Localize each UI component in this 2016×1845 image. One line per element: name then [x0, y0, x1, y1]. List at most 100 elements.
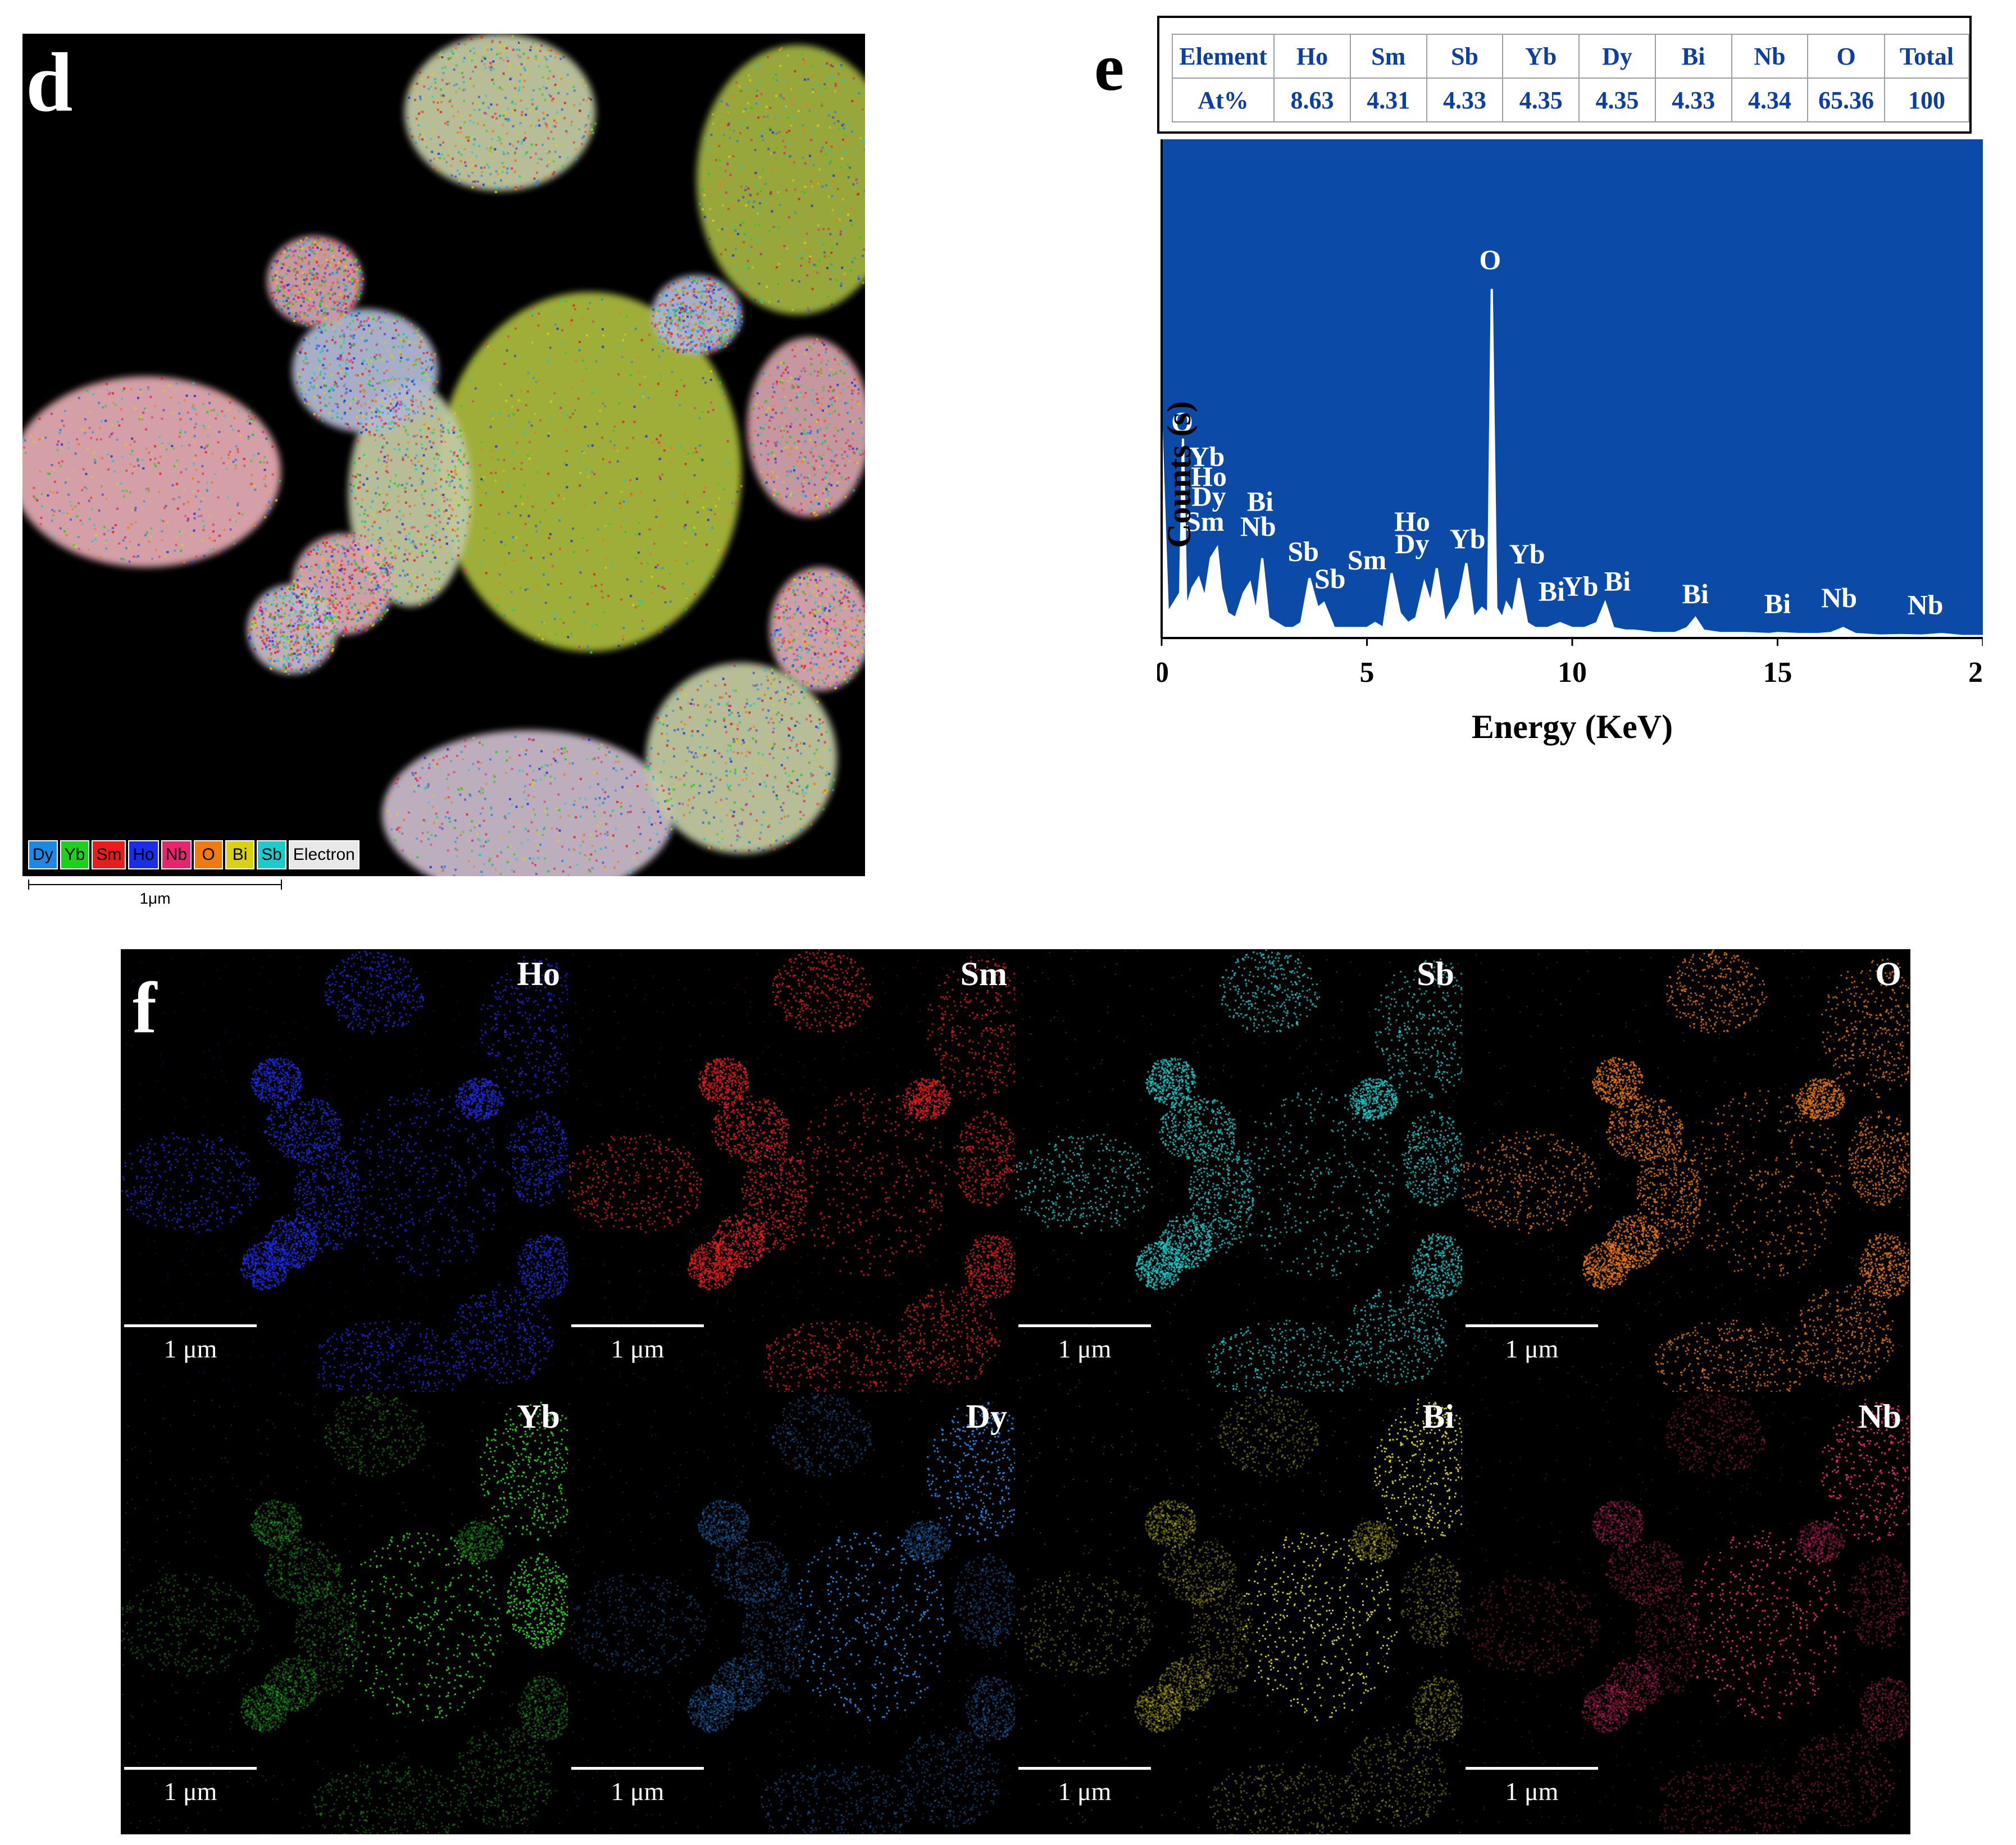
peak-label-bi: Bi	[1764, 588, 1791, 619]
peak-label-yb: Yb	[1509, 538, 1545, 570]
table-header-ho: Ho	[1273, 34, 1351, 79]
scale-bar-d: 1μm	[28, 880, 282, 913]
table-header-sb: Sb	[1426, 34, 1504, 79]
map-scale-bar: 1 μm	[1018, 1324, 1151, 1364]
map-element-label: Ho	[517, 955, 560, 994]
table-cell-element: At%	[1171, 78, 1275, 122]
element-map-yb: Yb 1 μm	[121, 1392, 568, 1834]
table-value-row: At% 8.63 4.31 4.33 4.35 4.35 4.33 4.34 65.36 100	[1171, 78, 1970, 122]
peak-label-sb: Sb	[1314, 563, 1346, 594]
legend-item-yb: Yb	[60, 840, 90, 869]
legend-item-electron: Electron	[288, 840, 359, 869]
map-scale-bar: 1 μm	[1466, 1767, 1598, 1806]
table-header-row: Element Ho Sm Sb Yb Dy Bi Nb O Total	[1171, 34, 1970, 79]
map-element-label: Sm	[961, 955, 1007, 994]
table-cell-o: 65.36	[1807, 78, 1885, 122]
table-header-element: Element	[1171, 34, 1275, 79]
peak-label-yb: Yb	[1563, 571, 1599, 602]
peak-label-dy: Dy	[1192, 481, 1226, 512]
x-tick-label: 5	[1360, 657, 1375, 689]
table-cell-bi: 4.33	[1654, 78, 1732, 122]
table-cell-dy: 4.35	[1578, 78, 1656, 122]
table-cell-sb: 4.33	[1426, 78, 1504, 122]
element-map-sm: Sm 1 μm	[568, 949, 1015, 1392]
spectrum-plot-area	[1162, 139, 1983, 638]
element-map-o: O 1 μm	[1462, 949, 1909, 1392]
x-tick-label: 0	[1157, 657, 1169, 689]
element-map-ho: Ho 1 μm	[121, 949, 568, 1392]
eds-spectrum-chart: 05101520Energy (KeV)OYbHoDySmBiNbSbSbSmH…	[1157, 139, 1983, 745]
panel-letter-f: f	[133, 972, 157, 1045]
table-cell-ho: 8.63	[1273, 78, 1351, 122]
map-element-label: Sb	[1417, 955, 1454, 994]
map-scale-label: 1 μm	[1018, 1334, 1151, 1364]
map-element-label: Yb	[517, 1397, 560, 1436]
table-header-o: O	[1807, 34, 1885, 79]
map-scale-label: 1 μm	[1466, 1776, 1598, 1806]
element-map-sb: Sb 1 μm	[1015, 949, 1462, 1392]
spectrum-line	[1161, 289, 1983, 639]
map-element-label: O	[1875, 955, 1901, 994]
table-header-bi: Bi	[1654, 34, 1732, 79]
map-scale-label: 1 μm	[571, 1334, 704, 1364]
peak-label-nb: Nb	[1821, 582, 1857, 613]
legend-item-nb: Nb	[161, 840, 192, 869]
element-legend: Dy Yb Sm Ho Nb O Bi Sb Electron	[28, 840, 359, 872]
composition-table-box: Element Ho Sm Sb Yb Dy Bi Nb O Total At% 8.63 4.31 4…	[1157, 16, 1972, 134]
table-cell-sm: 4.31	[1349, 78, 1427, 122]
panel-letter-d: d	[26, 40, 72, 125]
overlay-particles	[22, 34, 865, 876]
table-header-yb: Yb	[1502, 34, 1580, 79]
peak-label-o: O	[1479, 244, 1501, 275]
map-scale-bar: 1 μm	[1466, 1324, 1598, 1364]
map-scale-label: 1 μm	[124, 1776, 257, 1806]
x-axis-label: Energy (KeV)	[1472, 708, 1673, 745]
peak-label-ho: Ho	[1191, 461, 1227, 492]
map-scale-label: 1 μm	[1466, 1334, 1598, 1364]
table-header-nb: Nb	[1731, 34, 1809, 79]
table-header-total: Total	[1883, 34, 1970, 79]
panel-letter-e: e	[1094, 34, 1124, 101]
peak-label-o: O	[1171, 406, 1193, 437]
map-scale-label: 1 μm	[571, 1776, 704, 1806]
peak-label-yb: Yb	[1450, 523, 1486, 554]
peak-label-bi: Bi	[1539, 575, 1565, 607]
map-scale-bar: 1 μm	[1018, 1767, 1151, 1806]
table-cell-yb: 4.35	[1502, 78, 1580, 122]
map-scale-bar: 1 μm	[571, 1767, 704, 1806]
map-scale-bar: 1 μm	[124, 1767, 257, 1806]
peak-label-bi: Bi	[1247, 486, 1273, 517]
map-scale-bar: 1 μm	[124, 1324, 257, 1364]
peak-label-bi: Bi	[1604, 566, 1631, 597]
map-element-label: Nb	[1858, 1397, 1901, 1436]
table-cell-total: 100	[1883, 78, 1970, 122]
peak-label-ho: Ho	[1394, 505, 1430, 537]
peak-label-nb: Nb	[1908, 589, 1944, 620]
map-scale-label: 1 μm	[124, 1334, 257, 1364]
legend-item-bi: Bi	[225, 840, 255, 869]
x-tick-label: 20	[1968, 657, 1983, 689]
panel-f-element-maps: Ho 1 μm Sm 1 μm Sb 1 μm O 1 μm Yb 1 μm Dy 1 μm Bi 1 μ…	[121, 949, 1910, 1834]
panel-d-overlay-map: d Dy Yb Sm Ho Nb O Bi Sb Electron	[22, 34, 865, 876]
peak-label-nb: Nb	[1240, 511, 1276, 542]
legend-item-dy: Dy	[28, 840, 58, 869]
element-map-dy: Dy 1 μm	[568, 1392, 1015, 1834]
y-axis-label: Counts (s)	[1160, 362, 1199, 587]
legend-item-ho: Ho	[128, 840, 159, 869]
table-header-sm: Sm	[1349, 34, 1427, 79]
peak-label-bi: Bi	[1682, 578, 1709, 609]
table-cell-nb: 4.34	[1731, 78, 1809, 122]
composition-table: Element Ho Sm Sb Yb Dy Bi Nb O Total At% 8.63 4.31 4…	[1171, 34, 1970, 122]
peak-label-sb: Sb	[1287, 535, 1319, 567]
x-tick-label: 15	[1763, 657, 1792, 689]
map-element-label: Bi	[1422, 1397, 1454, 1436]
element-map-bi: Bi 1 μm	[1015, 1392, 1462, 1834]
map-scale-bar: 1 μm	[571, 1324, 704, 1364]
x-tick-label: 10	[1558, 657, 1587, 689]
legend-item-sb: Sb	[257, 840, 286, 869]
map-element-label: Dy	[966, 1397, 1007, 1436]
legend-item-o: O	[194, 840, 224, 869]
peak-label-yb: Yb	[1189, 441, 1225, 472]
element-map-nb: Nb 1 μm	[1462, 1392, 1909, 1834]
map-scale-label: 1 μm	[1018, 1776, 1151, 1806]
